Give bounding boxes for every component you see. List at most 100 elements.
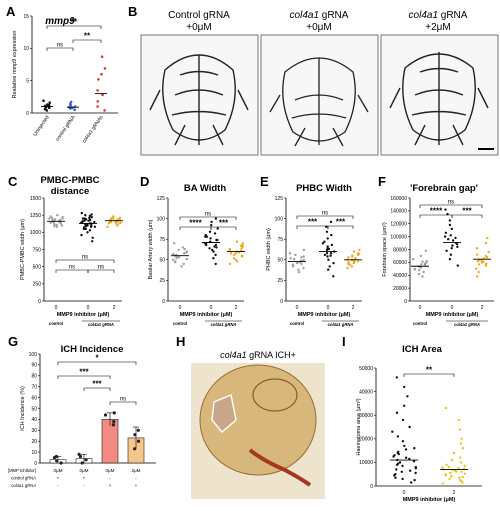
data-point [88,229,92,232]
data-point [461,475,464,479]
y-tick-label: 10 [31,450,37,456]
y-axis-label: Basilar Artery width (μm) [148,219,154,279]
data-point [80,211,84,215]
data-point [183,247,186,251]
y-tick-label: 1500 [30,196,41,202]
panel-letter-a: A [6,4,16,19]
y-tick-label: 40000 [359,389,373,395]
x-tick-label: col4a1 gRNAs [81,114,105,144]
data-point [451,244,454,247]
condition-row-label: [MMP Inhibitor] [8,468,36,473]
chart-d: BA Width 0 25 50 75 100 125 Basilar Artery widt… [148,183,245,327]
data-point [133,433,137,437]
significance-bracket [109,401,137,405]
data-point [461,447,464,450]
data-point [88,216,91,220]
data-point [458,428,461,431]
x-axis-label: MMP9 inhibitor (μM) [426,312,479,318]
data-point [406,395,409,398]
data-point [444,473,447,476]
data-point [326,237,329,240]
y-tick-label: 100 [275,216,284,222]
data-point [445,249,448,252]
data-point [403,444,406,448]
condition-cell: - [83,483,85,488]
data-point [484,241,488,245]
data-point [49,215,52,218]
data-point [229,252,233,255]
significance-bracket [419,204,483,208]
significance-label: ns [69,265,75,271]
data-point [393,454,396,457]
data-point [90,216,94,219]
data-point [58,218,62,222]
data-point [96,89,99,92]
y-tick-label: 50 [159,258,165,264]
data-point [213,245,216,248]
data-point [403,404,406,407]
data-point [73,108,76,112]
condition-cell: - [57,483,59,488]
data-point [404,456,408,459]
significance-label: ** [426,366,433,375]
data-point [48,101,51,104]
condition-cell: 0μM [105,468,114,473]
data-point [414,471,417,475]
y-tick-label: 75 [277,237,283,243]
data-point [448,219,452,222]
data-point [329,220,333,224]
y-tick-label: 0 [162,299,165,305]
data-point [441,482,445,485]
y-axis-label: ICH Incidence (%) [20,386,26,431]
significance-label: *** [79,368,89,377]
data-point [300,262,303,266]
significance-label: ns [82,255,88,261]
data-point [234,252,237,255]
data-point [60,224,64,227]
significance-bracket [55,259,115,263]
y-tick-label: 0 [370,484,373,490]
data-point [412,460,416,463]
data-point [103,67,107,70]
data-point [90,213,93,216]
data-point [325,230,329,233]
data-point [232,257,236,260]
data-point [302,266,305,270]
data-point [109,217,113,220]
data-point [325,252,329,255]
y-tick-label: 50 [277,258,283,264]
data-point [86,231,89,234]
y-tick-label: 20 [31,439,37,445]
significance-bracket [179,216,237,220]
data-point [487,250,490,254]
data-point [459,442,462,445]
data-point [401,477,404,481]
significance-label: ns [322,211,328,217]
significance-bracket [87,269,115,273]
data-point [292,257,296,261]
panel-letter-c: C [8,174,18,189]
y-tick-label: 100000 [390,234,407,240]
data-point [116,218,119,221]
grna-text: gRNA [319,10,349,21]
grna-text: gRNA [438,10,468,21]
data-point [396,435,400,438]
data-point [80,233,83,237]
data-point [400,470,403,473]
data-point [173,261,177,264]
data-point [241,242,245,245]
data-point [463,464,466,468]
data-point [327,247,331,251]
data-point [476,253,479,256]
significance-bracket [46,47,74,51]
significance-bracket [327,225,354,229]
data-point [208,247,211,250]
data-point [348,263,352,266]
gene-name: col4a1 [290,10,319,21]
y-axis-label: Haematoma area (μm²) [356,398,362,455]
y-tick-label: 25 [277,278,283,284]
data-point [444,406,448,410]
panel-h-title: col4a1 gRNA ICH+ [220,350,296,360]
data-point [404,448,408,451]
